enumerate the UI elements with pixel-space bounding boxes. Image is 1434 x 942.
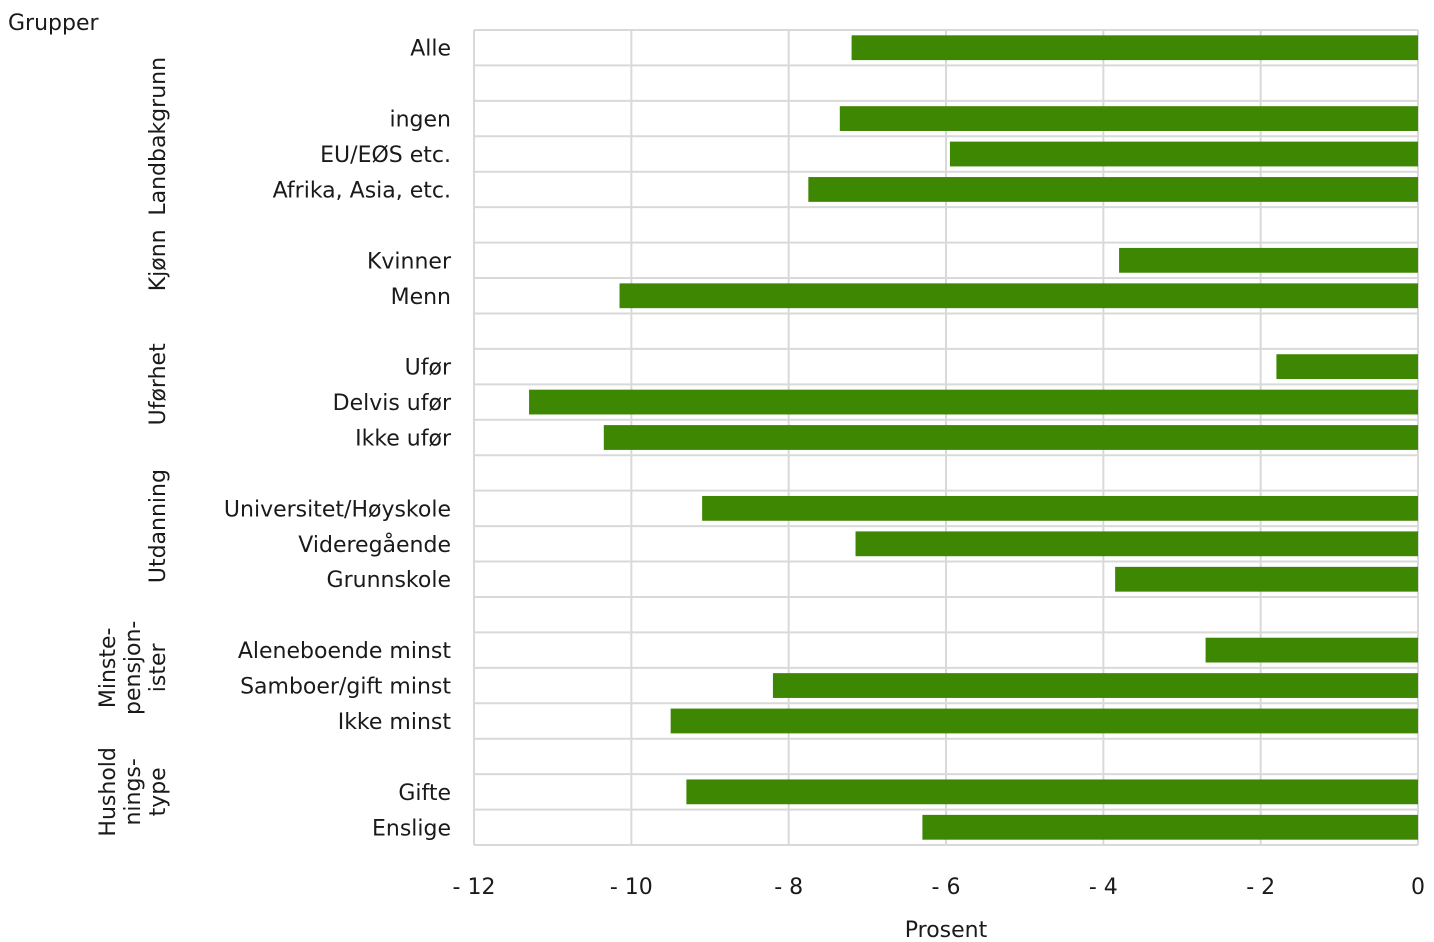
category-label: EU/EØS etc. bbox=[320, 143, 451, 168]
x-tick-label: - 12 bbox=[453, 875, 496, 900]
group-label-line: Hushold bbox=[96, 747, 121, 836]
bar bbox=[686, 779, 1418, 805]
category-label: ingen bbox=[390, 108, 452, 133]
bar bbox=[922, 814, 1418, 840]
category-label: Menn bbox=[391, 285, 451, 310]
category-label: Videregående bbox=[298, 532, 451, 558]
bar bbox=[1119, 247, 1418, 273]
group-label: Landbakgrunn bbox=[146, 57, 171, 216]
bars bbox=[529, 35, 1418, 840]
bar bbox=[529, 389, 1418, 415]
x-tick-label: - 2 bbox=[1246, 875, 1275, 900]
group-label-line: type bbox=[146, 767, 171, 816]
bar bbox=[1205, 637, 1418, 663]
group-label-line: Kjønn bbox=[146, 229, 171, 291]
x-tick-label: 0 bbox=[1411, 875, 1425, 900]
bar bbox=[772, 673, 1418, 698]
x-tick-label: - 10 bbox=[610, 875, 653, 900]
group-label-line: nings- bbox=[121, 758, 146, 825]
bar bbox=[1276, 354, 1418, 380]
bar bbox=[839, 106, 1418, 131]
x-axis-title: Prosent bbox=[905, 918, 988, 942]
bar bbox=[670, 708, 1418, 734]
group-label-line: Landbakgrunn bbox=[146, 57, 171, 216]
group-label: Husholdnings-type bbox=[96, 747, 171, 836]
bar bbox=[949, 141, 1418, 167]
bar bbox=[702, 495, 1418, 521]
category-label: Delvis ufør bbox=[333, 391, 452, 416]
category-label: Universitet/Høyskole bbox=[224, 497, 451, 522]
group-label: Uførhet bbox=[146, 343, 171, 425]
category-label: Aleneboende minst bbox=[238, 639, 452, 664]
category-label: Samboer/gift minst bbox=[240, 675, 451, 700]
category-label: Ikke minst bbox=[338, 710, 452, 735]
category-label: Alle bbox=[410, 37, 451, 62]
bar bbox=[808, 177, 1418, 202]
x-tick-label: - 4 bbox=[1089, 875, 1118, 900]
group-label-line: Uførhet bbox=[146, 343, 171, 425]
category-label: Gifte bbox=[398, 781, 451, 806]
bar bbox=[855, 531, 1418, 557]
group-label: Kjønn bbox=[146, 229, 171, 291]
group-labels: Landbakgrunn Kjønn Uførhet Utdanning Minste-… bbox=[96, 57, 171, 837]
category-label: Grunnskole bbox=[327, 568, 451, 593]
group-label: Utdanning bbox=[146, 469, 171, 583]
category-label: Afrika, Asia, etc. bbox=[273, 178, 451, 203]
corner-label: Grupper bbox=[8, 11, 100, 36]
bar bbox=[603, 425, 1418, 450]
group-label-line: Utdanning bbox=[146, 469, 171, 583]
x-tick-label: - 8 bbox=[774, 875, 803, 900]
group-label-line: ister bbox=[146, 642, 171, 692]
category-label: Kvinner bbox=[367, 249, 452, 274]
bar bbox=[851, 35, 1418, 61]
bar bbox=[619, 283, 1418, 309]
bar bbox=[1115, 566, 1418, 592]
category-labels: Alle ingen EU/EØS etc. Afrika, Asia, etc. Kv… bbox=[224, 37, 452, 842]
category-label: Enslige bbox=[372, 816, 451, 841]
x-tick-label: - 6 bbox=[932, 875, 961, 900]
group-label: Minste-pensjon-ister bbox=[96, 621, 171, 715]
group-label-line: pensjon- bbox=[121, 621, 146, 715]
category-label: Ikke ufør bbox=[355, 427, 452, 452]
group-label-line: Minste- bbox=[96, 628, 121, 709]
x-tick-labels: - 12 - 10 - 8 - 6 - 4 - 2 0 bbox=[453, 875, 1425, 900]
category-label: Ufør bbox=[405, 356, 452, 381]
